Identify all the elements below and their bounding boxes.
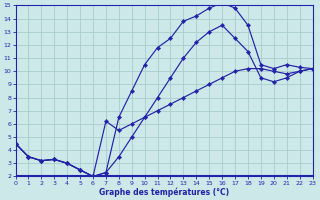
X-axis label: Graphe des températures (°C): Graphe des températures (°C) xyxy=(99,187,229,197)
